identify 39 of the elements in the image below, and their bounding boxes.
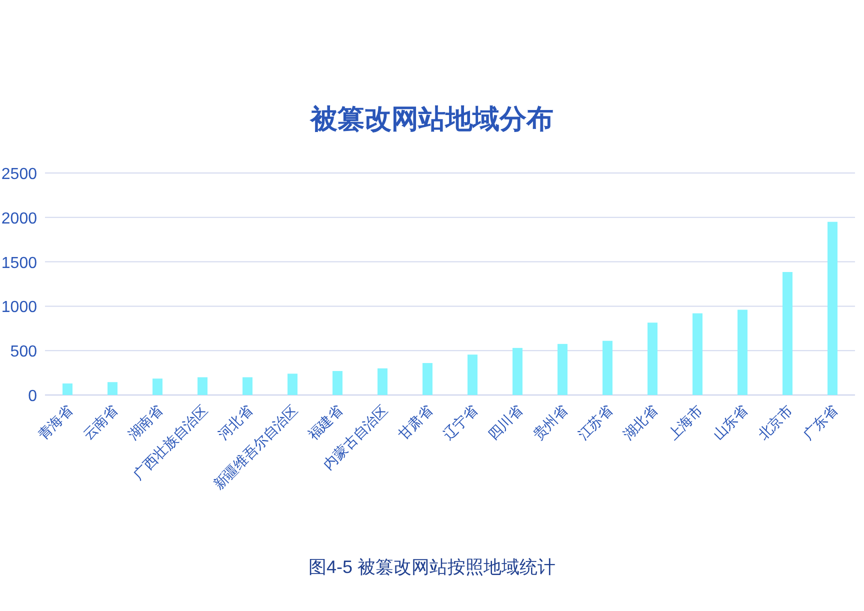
bar	[602, 340, 612, 395]
y-tick-label: 1000	[1, 299, 38, 316]
bar	[468, 354, 478, 395]
bar	[288, 374, 298, 395]
x-tick-label: 山东省	[710, 402, 751, 443]
bar	[738, 310, 748, 395]
bar	[198, 377, 208, 395]
y-tick-label: 2000	[1, 210, 38, 228]
bar	[648, 322, 658, 395]
y-tick-label: 2500	[1, 166, 38, 183]
x-tick-label: 广东省	[800, 402, 841, 443]
y-tick-label: 1500	[1, 254, 38, 272]
x-tick-label: 云南省	[80, 402, 121, 443]
x-tick-label: 辽宁省	[440, 402, 481, 443]
y-tick-label: 0	[28, 388, 38, 405]
bar	[332, 371, 342, 395]
bar	[108, 382, 118, 395]
x-tick-label: 湖北省	[620, 402, 661, 443]
x-tick-label: 青海省	[34, 402, 76, 443]
chart-title: 被篡改网站地域分布	[310, 104, 554, 134]
bar	[828, 222, 838, 395]
bar	[692, 313, 702, 395]
bar	[152, 378, 162, 395]
bar	[422, 363, 432, 395]
x-tick-label: 江苏省	[574, 402, 616, 443]
x-tick-label: 上海市	[664, 402, 706, 443]
bar	[378, 368, 388, 395]
bar	[512, 348, 522, 395]
x-tick-label: 福建省	[304, 402, 346, 443]
bar	[62, 383, 72, 395]
x-tick-label: 甘肃省	[394, 402, 436, 443]
x-tick-label: 贵州省	[530, 402, 571, 443]
caption: 图4-5 被篡改网站按照地域统计	[308, 557, 556, 577]
y-tick-label: 500	[10, 344, 38, 361]
bar	[242, 377, 252, 395]
bar	[558, 344, 568, 395]
x-tick-label: 北京市	[754, 402, 796, 443]
bar	[782, 272, 792, 395]
x-tick-label: 四川省	[484, 402, 526, 443]
